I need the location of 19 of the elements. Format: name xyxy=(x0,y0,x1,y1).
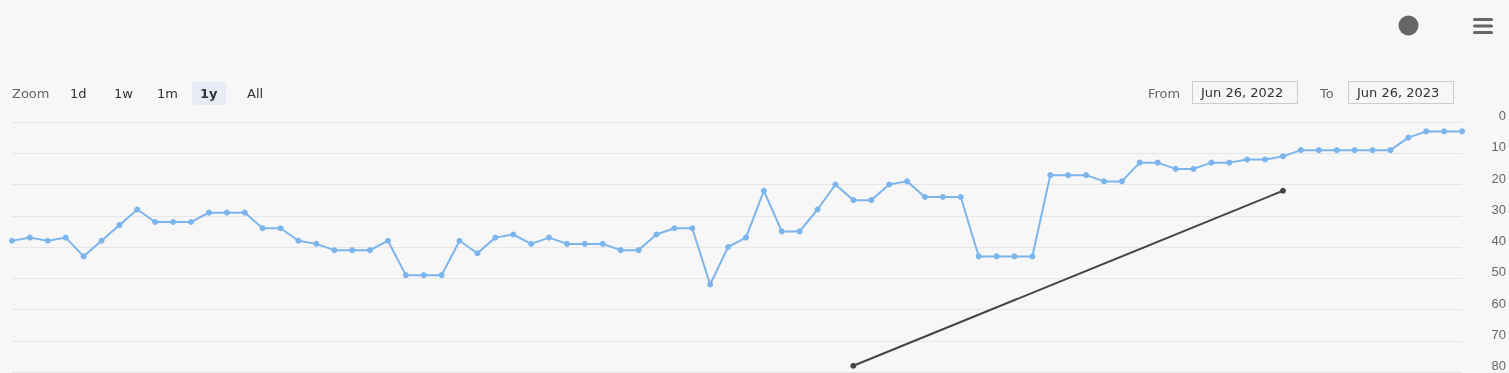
text: All xyxy=(246,85,265,103)
text: Zoom xyxy=(12,86,50,101)
y-tick-label: 70 xyxy=(1491,326,1506,342)
y-tick-label: 30 xyxy=(1491,201,1506,217)
text: 1m xyxy=(156,85,179,103)
text: Jun 26, 2023 xyxy=(1348,81,1454,104)
text: From xyxy=(1148,86,1181,101)
text: 1w xyxy=(113,85,134,103)
text: To xyxy=(1320,86,1334,101)
y-tick-label: 80 xyxy=(1491,358,1506,373)
text: Jun 26, 2022 xyxy=(1192,81,1298,104)
y-tick-label: 40 xyxy=(1491,233,1506,248)
text: 1y xyxy=(192,82,226,105)
text: 1d xyxy=(69,85,88,103)
y-tick-label: 60 xyxy=(1491,295,1506,311)
y-tick-label: 0 xyxy=(1498,108,1506,123)
y-tick-label: 50 xyxy=(1491,264,1506,280)
y-tick-label: 20 xyxy=(1491,170,1506,186)
y-tick-label: 10 xyxy=(1491,139,1506,155)
